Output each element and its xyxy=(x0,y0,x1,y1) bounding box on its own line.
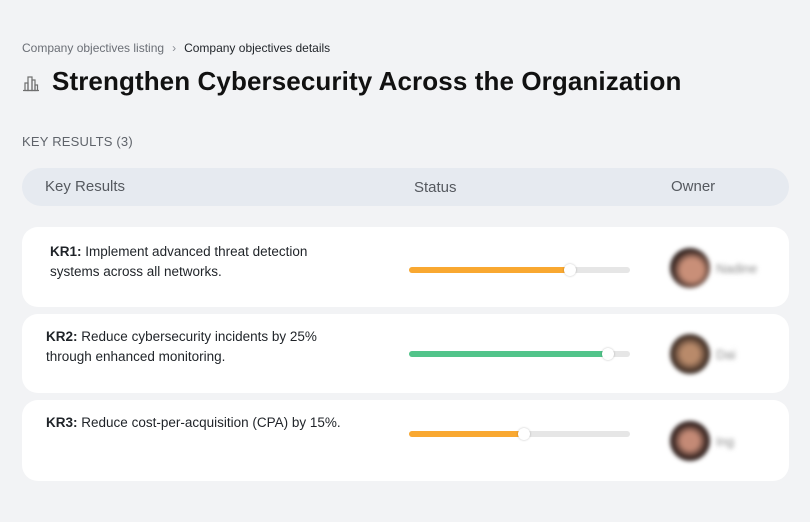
table-header: Key Results Status Owner xyxy=(22,168,789,206)
progress-handle[interactable] xyxy=(564,264,577,276)
breadcrumb-current: Company objectives details xyxy=(184,41,331,55)
avatar xyxy=(670,334,710,374)
owner-name: Nadine xyxy=(716,260,758,276)
progress-handle[interactable] xyxy=(601,348,614,360)
column-header-owner: Owner xyxy=(671,178,716,195)
breadcrumb-link-listing[interactable]: Company objectives listing xyxy=(22,41,165,55)
column-header-key-results: Key Results xyxy=(45,178,126,195)
key-result-id: KR3: xyxy=(46,415,78,430)
owner-name: Dai xyxy=(716,346,736,362)
progress-fill xyxy=(409,267,571,273)
breadcrumb: Company objectives listing › Company obj… xyxy=(22,41,330,55)
owner[interactable]: Nadine xyxy=(670,248,757,288)
owner-name: Ing xyxy=(716,433,735,449)
key-result-description: KR3: Reduce cost-per-acquisition (CPA) b… xyxy=(46,413,386,433)
title-row: Strengthen Cybersecurity Across the Orga… xyxy=(22,66,681,97)
progress-fill xyxy=(409,351,608,357)
key-result-row[interactable]: KR2: Reduce cybersecurity incidents by 2… xyxy=(22,314,789,393)
key-result-description: KR2: Reduce cybersecurity incidents by 2… xyxy=(46,327,346,366)
column-header-status: Status xyxy=(414,179,457,196)
avatar xyxy=(670,421,710,461)
owner[interactable]: Dai xyxy=(670,334,736,374)
progress-handle[interactable] xyxy=(517,428,530,440)
avatar xyxy=(670,248,710,288)
key-results-count-label: KEY RESULTS (3) xyxy=(22,134,133,149)
progress-bar[interactable] xyxy=(409,264,630,276)
progress-bar[interactable] xyxy=(409,428,630,440)
key-result-text: Reduce cybersecurity incidents by 25% th… xyxy=(46,329,317,364)
key-result-id: KR2: xyxy=(46,329,78,344)
chevron-right-icon: › xyxy=(172,41,177,55)
key-result-description: KR1: Implement advanced threat detection… xyxy=(50,242,350,281)
key-result-row[interactable]: KR3: Reduce cost-per-acquisition (CPA) b… xyxy=(22,400,789,481)
key-result-id: KR1: xyxy=(50,244,82,259)
progress-fill xyxy=(409,431,524,437)
progress-bar[interactable] xyxy=(409,348,630,360)
key-result-row[interactable]: KR1: Implement advanced threat detection… xyxy=(22,227,789,307)
key-result-text: Reduce cost-per-acquisition (CPA) by 15%… xyxy=(81,415,341,430)
page-title: Strengthen Cybersecurity Across the Orga… xyxy=(52,66,682,96)
buildings-icon xyxy=(22,72,42,92)
key-result-text: Implement advanced threat detection syst… xyxy=(50,244,308,279)
owner[interactable]: Ing xyxy=(670,421,734,461)
